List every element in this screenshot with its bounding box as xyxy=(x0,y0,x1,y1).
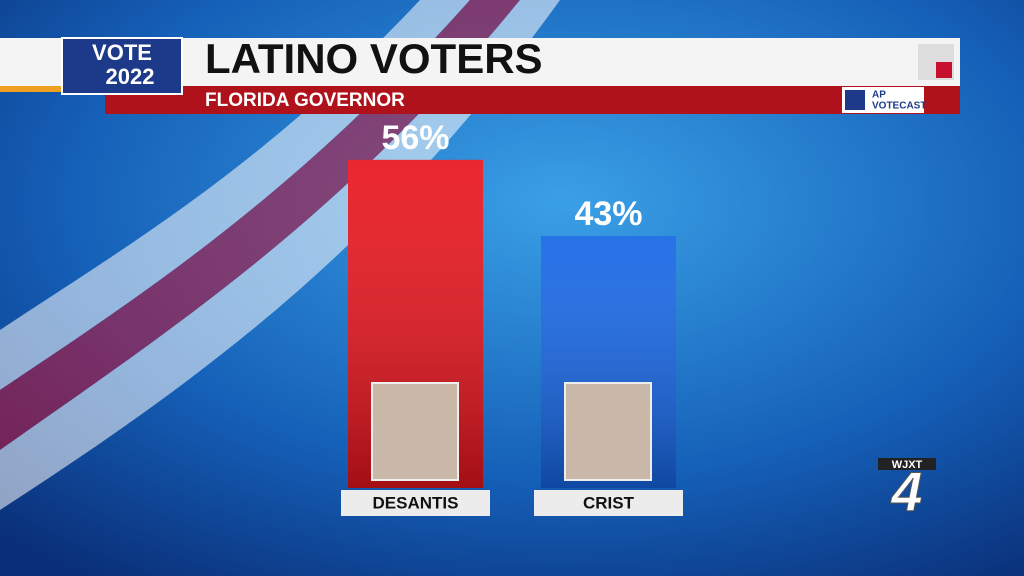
source-line1: AP xyxy=(872,90,886,101)
chart-title: LATINO VOTERS xyxy=(205,35,543,82)
value-label: 43% xyxy=(574,195,642,233)
station-logo: WJXT 4 xyxy=(878,458,936,523)
category-label: CRIST xyxy=(583,493,635,512)
accent xyxy=(0,86,105,92)
candidate-photo xyxy=(564,382,652,481)
vote-badge xyxy=(61,37,183,95)
corner-mark-red xyxy=(936,62,952,78)
station-channel: 4 xyxy=(890,460,922,523)
station-bar xyxy=(878,458,936,470)
source-line2: VOTECAST xyxy=(872,101,926,112)
subtitle-bar xyxy=(105,86,960,114)
station-call-sign: WJXT xyxy=(892,459,923,471)
chart-subtitle: FLORIDA GOVERNOR xyxy=(205,90,405,111)
candidate-photo xyxy=(371,382,459,481)
category-box xyxy=(341,490,490,516)
category-label: DESANTIS xyxy=(373,493,459,512)
source-icon xyxy=(845,90,865,110)
category-box xyxy=(534,490,683,516)
value-label: 56% xyxy=(381,119,449,157)
badge-line2: 2022 xyxy=(106,64,155,89)
badge-line1: VOTE xyxy=(92,40,152,65)
